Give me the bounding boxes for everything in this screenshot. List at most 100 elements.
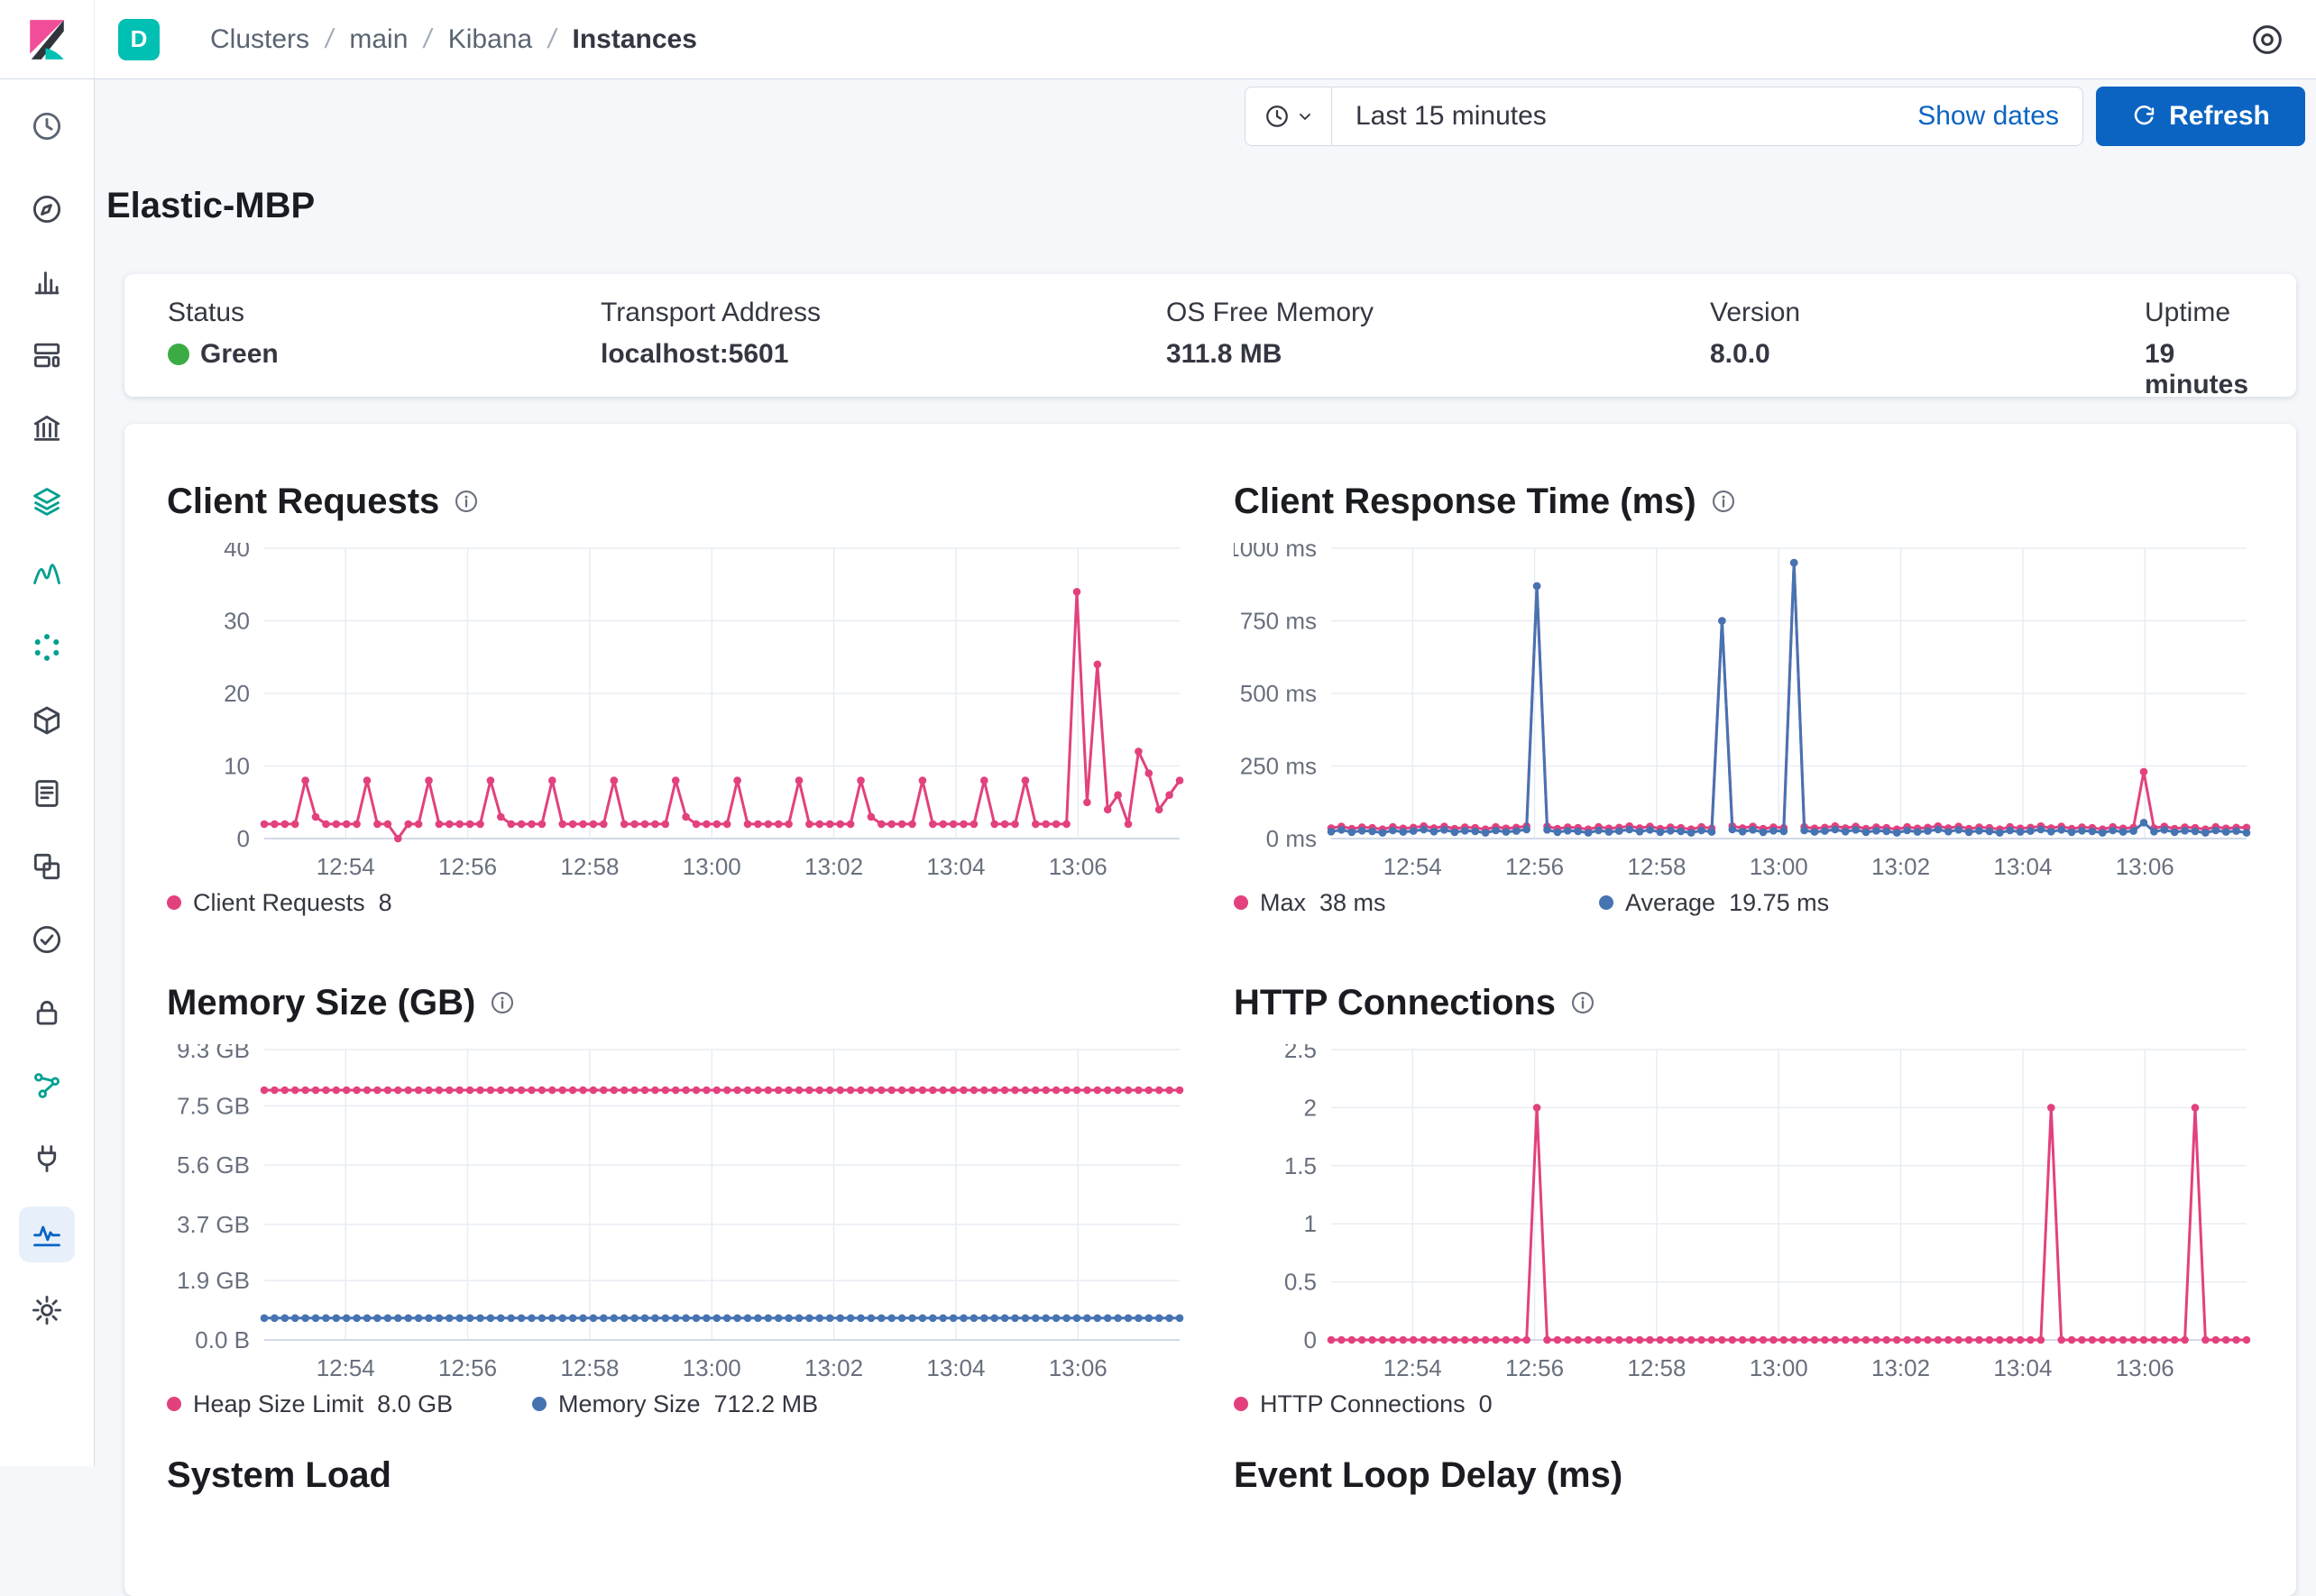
sidebar-stack-monitoring[interactable] bbox=[19, 1206, 75, 1262]
legend-item[interactable]: Max 38 ms bbox=[1234, 889, 1599, 917]
time-range-label[interactable]: Last 15 minutes bbox=[1332, 101, 1894, 132]
stack-monitoring-icon bbox=[30, 1217, 64, 1252]
os-free-memory-value: 311.8 MB bbox=[1166, 339, 1710, 370]
memory-size-chart-canvas[interactable]: 0.0 B1.9 GB3.7 GB5.6 GB7.5 GB9.3 GB12:54… bbox=[167, 1044, 1185, 1383]
svg-text:13:06: 13:06 bbox=[1049, 853, 1107, 880]
svg-text:750 ms: 750 ms bbox=[1240, 608, 1317, 635]
sidebar-machine-learning[interactable] bbox=[22, 549, 72, 600]
svg-text:7.5 GB: 7.5 GB bbox=[177, 1092, 250, 1119]
svg-text:0.5: 0.5 bbox=[1284, 1269, 1317, 1296]
chevron-down-icon bbox=[1296, 107, 1314, 125]
time-toolbar: Last 15 minutes Show dates Refresh bbox=[124, 87, 2305, 146]
sidebar-visualize[interactable] bbox=[22, 257, 72, 307]
sidebar-canvas[interactable] bbox=[22, 403, 72, 454]
legend-dot-icon bbox=[167, 1397, 181, 1411]
sidebar-discover[interactable] bbox=[22, 184, 72, 234]
svg-text:12:54: 12:54 bbox=[317, 853, 375, 880]
sidebar-fleet[interactable] bbox=[22, 695, 72, 746]
svg-text:5.6 GB: 5.6 GB bbox=[177, 1151, 250, 1179]
sidebar-stack-management[interactable] bbox=[22, 1285, 72, 1335]
svg-text:0.0 B: 0.0 B bbox=[195, 1326, 250, 1353]
svg-text:13:00: 13:00 bbox=[1750, 853, 1808, 880]
status-dot-icon bbox=[168, 344, 189, 365]
chart-title: Client Response Time (ms) bbox=[1234, 482, 1696, 522]
svg-text:13:04: 13:04 bbox=[926, 1354, 985, 1381]
breadcrumb-clusters[interactable]: Clusters bbox=[210, 24, 309, 55]
svg-text:0: 0 bbox=[237, 825, 250, 852]
legend-value: 8.0 GB bbox=[377, 1390, 453, 1418]
legend-item[interactable]: Client Requests 8 bbox=[167, 889, 532, 917]
svg-text:40: 40 bbox=[224, 543, 250, 562]
sidebar-graph[interactable] bbox=[22, 622, 72, 673]
stack-management-gear-icon bbox=[30, 1293, 64, 1327]
legend-dot-icon bbox=[167, 895, 181, 910]
legend-label: HTTP Connections bbox=[1260, 1390, 1466, 1418]
svg-text:12:58: 12:58 bbox=[1627, 1354, 1686, 1381]
sidebar-apm[interactable] bbox=[22, 1133, 72, 1184]
show-dates-button[interactable]: Show dates bbox=[1894, 101, 2082, 132]
refresh-button[interactable]: Refresh bbox=[2096, 87, 2305, 146]
sidebar bbox=[0, 79, 95, 1466]
legend-dot-icon bbox=[532, 1397, 547, 1411]
legend-item[interactable]: Average 19.75 ms bbox=[1599, 889, 1964, 917]
version-value: 8.0.0 bbox=[1710, 339, 2145, 370]
summary-os-free-memory: OS Free Memory 311.8 MB bbox=[1166, 298, 1710, 400]
breadcrumb-cluster-name[interactable]: main bbox=[349, 24, 408, 55]
svg-text:13:04: 13:04 bbox=[926, 853, 985, 880]
kibana-logo[interactable] bbox=[0, 0, 95, 78]
machine-learning-icon bbox=[30, 557, 64, 592]
info-icon[interactable] bbox=[1711, 489, 1736, 514]
legend-item[interactable]: Heap Size Limit 8.0 GB bbox=[167, 1390, 532, 1418]
breadcrumb-instances: Instances bbox=[573, 24, 697, 55]
summary-status: Status Green bbox=[168, 298, 601, 400]
canvas-icon bbox=[30, 411, 64, 445]
chart-title: Memory Size (GB) bbox=[167, 983, 475, 1023]
legend-label: Max bbox=[1260, 889, 1306, 917]
chart-title: HTTP Connections bbox=[1234, 983, 1556, 1023]
sidebar-uptime[interactable] bbox=[22, 914, 72, 965]
info-icon[interactable] bbox=[490, 990, 515, 1015]
info-icon[interactable] bbox=[1570, 990, 1595, 1015]
chart-title-cropped: System Load bbox=[167, 1455, 1185, 1496]
svg-text:1.9 GB: 1.9 GB bbox=[177, 1267, 250, 1294]
summary-label: Uptime bbox=[2145, 298, 2253, 328]
breadcrumb-separator: / bbox=[421, 24, 434, 55]
maps-icon bbox=[30, 484, 64, 518]
transport-address-value: localhost:5601 bbox=[601, 339, 1166, 370]
legend-value: 19.75 ms bbox=[1729, 889, 1829, 917]
legend-item[interactable]: Memory Size 712.2 MB bbox=[532, 1390, 897, 1418]
svg-text:13:02: 13:02 bbox=[1871, 853, 1930, 880]
space-avatar[interactable]: D bbox=[118, 19, 160, 60]
sidebar-maps[interactable] bbox=[22, 476, 72, 527]
legend-item[interactable]: HTTP Connections 0 bbox=[1234, 1390, 1599, 1418]
sidebar-security[interactable] bbox=[22, 987, 72, 1038]
sidebar-dashboard[interactable] bbox=[22, 330, 72, 381]
chart-title-cropped: Event Loop Delay (ms) bbox=[1234, 1455, 2252, 1496]
time-quick-select-button[interactable] bbox=[1245, 87, 1332, 145]
legend-value: 0 bbox=[1479, 1390, 1493, 1418]
legend-label: Client Requests bbox=[193, 889, 365, 917]
discover-icon bbox=[30, 192, 64, 226]
svg-text:13:02: 13:02 bbox=[1871, 1354, 1930, 1381]
help-button[interactable] bbox=[2242, 14, 2293, 65]
sidebar-logs[interactable] bbox=[22, 768, 72, 819]
global-header: D Clusters / main / Kibana / Instances bbox=[0, 0, 2316, 79]
svg-text:13:00: 13:00 bbox=[683, 853, 741, 880]
dev-tools-icon bbox=[30, 1069, 64, 1103]
summary-label: Version bbox=[1710, 298, 2145, 328]
svg-text:12:54: 12:54 bbox=[317, 1354, 375, 1381]
sidebar-dev-tools[interactable] bbox=[22, 1060, 72, 1111]
sidebar-recently-viewed[interactable] bbox=[22, 101, 72, 151]
chart-legend: Heap Size Limit 8.0 GB Memory Size 712.2… bbox=[167, 1389, 1185, 1419]
breadcrumb-kibana[interactable]: Kibana bbox=[448, 24, 532, 55]
chart-legend: Client Requests 8 bbox=[167, 887, 1185, 918]
info-icon[interactable] bbox=[454, 489, 479, 514]
sidebar-metrics[interactable] bbox=[22, 841, 72, 892]
kibana-logo-icon bbox=[24, 17, 69, 62]
next-charts-row: System Load Event Loop Delay (ms) bbox=[167, 1455, 2255, 1496]
